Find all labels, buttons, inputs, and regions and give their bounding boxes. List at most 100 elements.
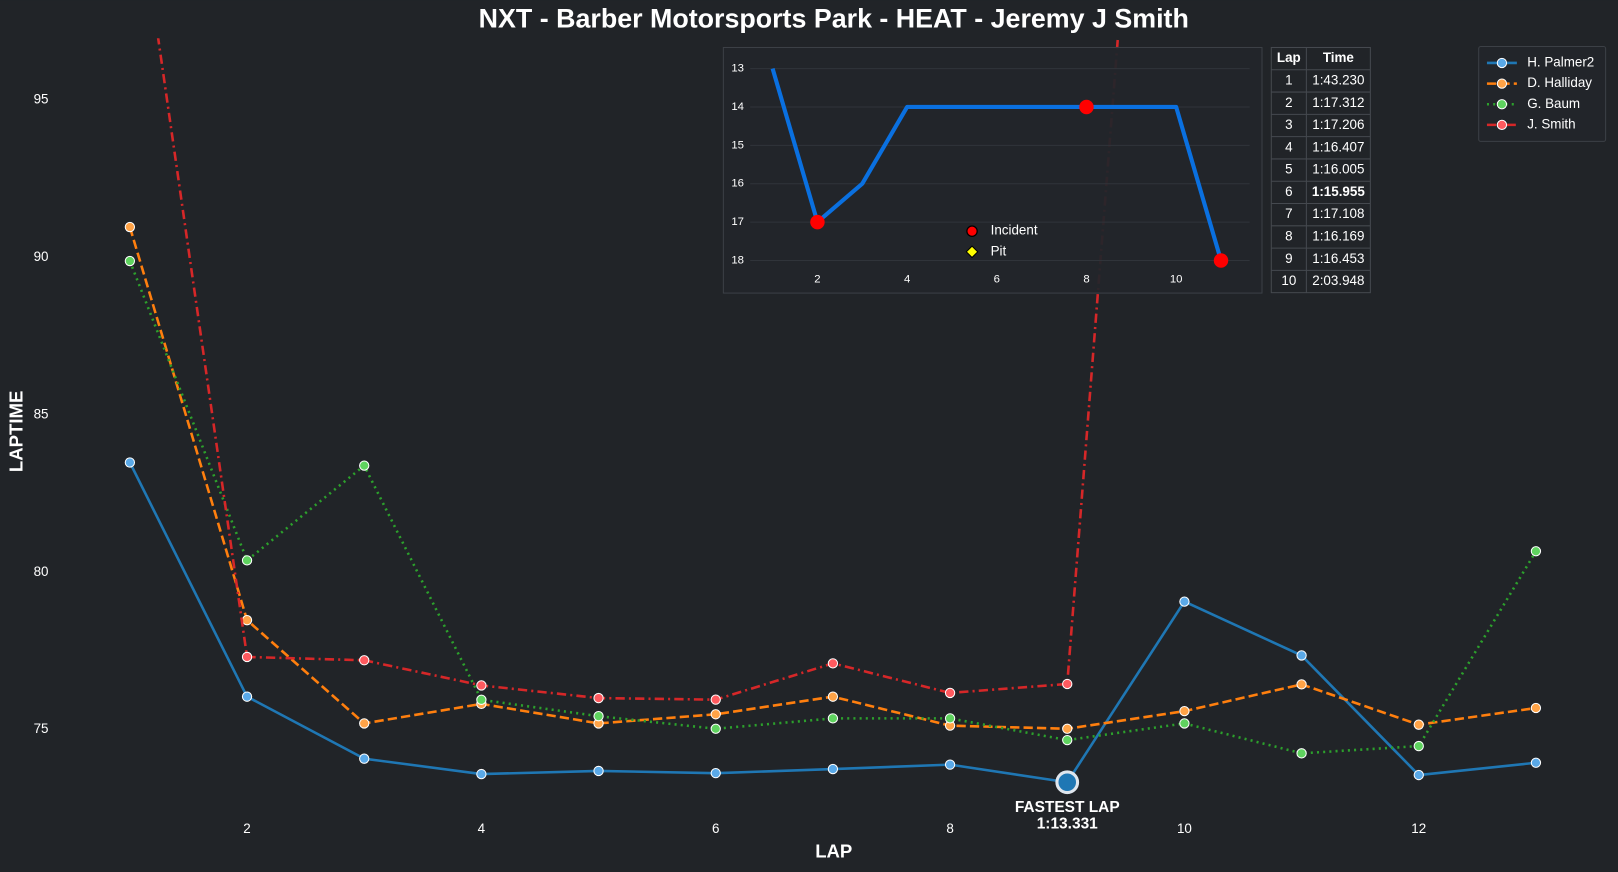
table-cell: 3 [1285,117,1292,132]
table-cell: 10 [1281,273,1296,288]
x-tick-label: 2 [814,274,820,286]
series-line [770,68,1223,262]
legend-marker [966,225,978,237]
table-cell: 1:16.407 [1312,139,1364,154]
marker [241,691,253,702]
legend: Incident Pit [965,223,1038,259]
marker [710,767,721,779]
marker [593,765,604,777]
table-cell: 1:15.955 [1312,184,1365,199]
marker [359,460,370,471]
marker [1179,718,1190,729]
marker [476,694,487,705]
marker [827,713,839,724]
marker [1530,702,1542,714]
marker [1062,678,1073,690]
y-tick-label: 18 [731,254,744,266]
legend-marker [1496,119,1508,131]
annotation: 1:13.331 [1037,816,1098,833]
legend-marker [965,245,979,259]
marker [1530,757,1542,768]
table-cell: 1:43.230 [1312,72,1364,87]
legend-label: Pit [991,243,1007,258]
y-tick-label: 75 [34,721,49,736]
table-cell: 1 [1285,72,1292,87]
x-tick-label: 10 [1177,821,1192,836]
chart-title: NXT - Barber Motorsports Park - HEAT - J… [479,4,1189,34]
lap-table: Lap Time 1 1:43.230 2 1:17.312 3 1:17.206 4 1:16.… [1270,46,1371,294]
marker [1296,650,1307,661]
marker [241,555,253,566]
table-cell: 1:17.312 [1312,95,1364,110]
marker [710,694,721,705]
table-cell: 1:17.206 [1312,117,1364,132]
x-tick-label: 10 [1170,274,1183,286]
legend-label: D. Halliday [1527,75,1592,90]
legend: H. Palmer2 D. Halliday G. Baum J. Smith [1478,45,1607,142]
marker [1062,723,1073,734]
x-tick-label: 12 [1411,821,1426,836]
marker [241,651,253,663]
marker [124,221,136,233]
x-axis-label: LAP [815,840,852,861]
marker [1079,99,1094,115]
legend-label: G. Baum [1527,96,1580,111]
marker [1062,734,1073,746]
marker [710,709,721,720]
marker [476,768,487,780]
marker [1413,769,1424,781]
legend-label: H. Palmer2 [1527,55,1594,70]
x-tick-label: 4 [904,274,910,286]
table-cell: 4 [1285,139,1293,154]
legend-frame [1478,45,1607,142]
x-tick-label: 8 [1083,274,1089,286]
table-cell: 1:16.005 [1312,162,1364,177]
table-header: Time [1323,50,1354,65]
marker [1413,719,1424,730]
table-cell: 2:03.948 [1312,273,1364,288]
table-cell: 1:16.453 [1312,251,1364,266]
legend-marker [1496,99,1508,110]
y-tick-label: 80 [34,564,49,579]
marker [710,723,721,734]
y-tick-label: 16 [731,178,744,190]
table-cell: 5 [1285,162,1292,177]
marker [1213,253,1229,268]
legend-marker [1496,78,1508,89]
x-tick-label: 2 [243,821,250,836]
marker [124,457,136,468]
marker [944,687,956,699]
x-tick-label: 8 [946,821,953,836]
table-frame [1270,46,1371,294]
marker [944,713,956,724]
marker [827,658,839,669]
marker [1179,705,1190,717]
table-cell: 1:17.108 [1312,206,1364,221]
marker [944,759,956,770]
x-tick-label: 4 [478,821,486,836]
marker [593,692,604,704]
table-cell: 7 [1285,206,1292,221]
marker [827,691,839,702]
table-cell: 6 [1285,184,1292,199]
y-tick-label: 95 [34,92,49,107]
x-tick-label: 6 [712,821,719,836]
marker [124,255,136,267]
marker [593,711,604,722]
y-tick-label: 85 [34,407,49,422]
series-group [124,38,1542,788]
legend-label: J. Smith [1527,116,1575,131]
y-tick-label: 90 [34,249,49,264]
x-tick-label: 6 [994,274,1000,286]
table-cell: 8 [1285,228,1292,243]
y-tick-label: 17 [731,216,744,228]
marker [359,655,370,666]
y-tick-label: 15 [731,139,744,151]
marker [1296,748,1307,759]
marker [827,763,839,775]
marker [476,680,487,691]
inset-frame [722,46,1263,294]
marker [241,615,253,626]
